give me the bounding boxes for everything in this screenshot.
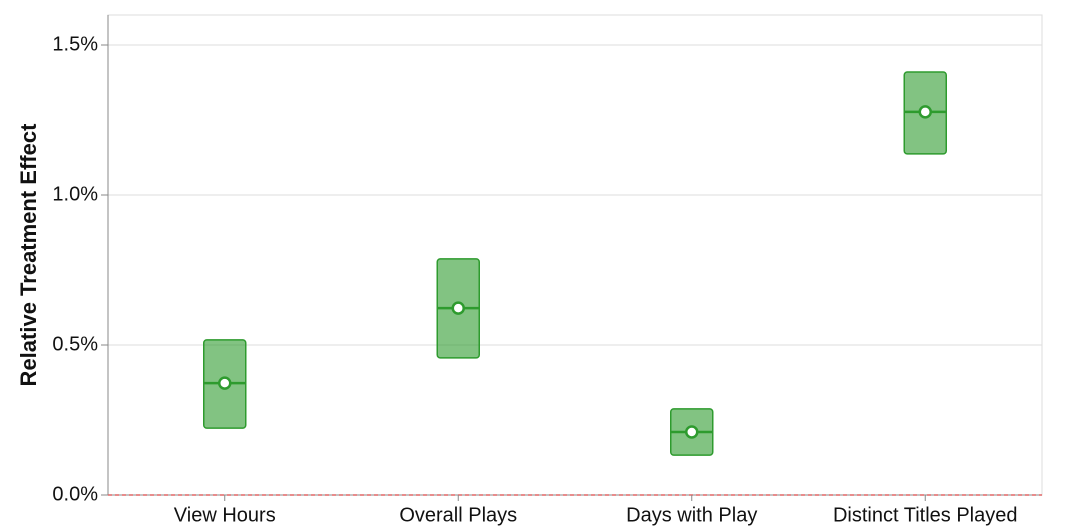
y-tick-label: 0.5% xyxy=(52,333,98,355)
x-tick-label: Distinct Titles Played xyxy=(833,504,1018,526)
y-axis-title: Relative Treatment Effect xyxy=(16,123,41,387)
y-tick-label: 0.0% xyxy=(52,483,98,505)
estimate-point xyxy=(685,425,699,439)
y-tick-label: 1.0% xyxy=(52,183,98,205)
plot-frame xyxy=(107,14,1043,496)
estimate-point xyxy=(918,105,932,119)
x-tick-label: View Hours xyxy=(174,504,276,526)
estimate-point xyxy=(451,301,465,315)
x-tick-label: Overall Plays xyxy=(399,504,517,526)
x-tick-label: Days with Play xyxy=(626,504,757,526)
estimate-point xyxy=(218,376,232,390)
y-tick-label: 1.5% xyxy=(52,33,98,55)
